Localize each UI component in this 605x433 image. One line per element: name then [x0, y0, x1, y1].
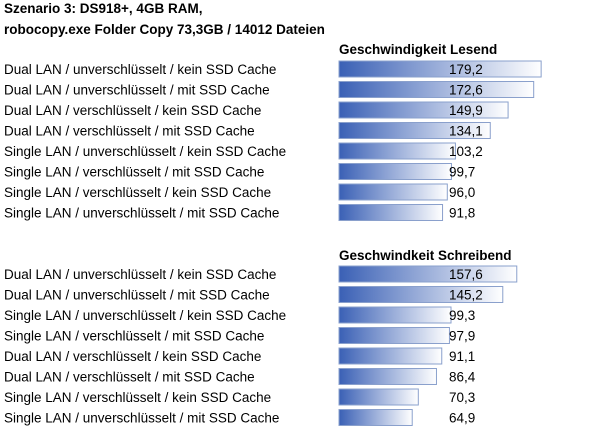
category-label: Single LAN / verschlüsselt / mit SSD Cac… [4, 329, 264, 344]
value-label: 91,8 [449, 206, 475, 221]
value-label: 157,6 [449, 267, 483, 282]
chart-title: Geschwindigkeit Lesend [339, 42, 497, 57]
category-label: Single LAN / verschlüsselt / kein SSD Ca… [4, 185, 271, 200]
value-label: 97,9 [449, 329, 475, 344]
category-label: Dual LAN / verschlüsselt / mit SSD Cache [4, 124, 255, 139]
bar [338, 81, 535, 98]
value-label: 134,1 [449, 124, 483, 139]
category-label: Dual LAN / verschlüsselt / kein SSD Cach… [4, 103, 261, 118]
bar [338, 286, 504, 303]
bar [338, 306, 452, 324]
bar [338, 60, 542, 78]
bar [338, 101, 509, 119]
value-label: 96,0 [449, 185, 475, 200]
category-label: Dual LAN / unverschlüsselt / mit SSD Cac… [4, 83, 270, 98]
category-label: Dual LAN / verschlüsselt / kein SSD Cach… [4, 349, 261, 364]
chart-1: Geschwindigkeit Lesend Dual LAN / unversc… [4, 42, 542, 221]
value-label: 64,9 [449, 411, 475, 426]
value-label: 172,6 [449, 83, 483, 98]
value-label: 91,1 [449, 349, 475, 364]
value-label: 86,4 [449, 370, 476, 385]
value-label: 99,3 [449, 308, 475, 323]
value-label: 103,2 [449, 144, 483, 159]
bar [338, 265, 518, 283]
category-label: Dual LAN / unverschlüsselt / mit SSD Cac… [4, 288, 270, 303]
value-label: 179,2 [449, 62, 483, 77]
category-label: Single LAN / verschlüsselt / kein SSD Ca… [4, 390, 271, 405]
value-label: 99,7 [449, 165, 475, 180]
category-label: Single LAN / verschlüsselt / mit SSD Cac… [4, 165, 264, 180]
bar [338, 122, 491, 139]
category-label: Dual LAN / unverschlüsselt / kein SSD Ca… [4, 267, 276, 282]
bar [338, 183, 448, 201]
category-label: Single LAN / unverschlüsselt / kein SSD … [4, 308, 286, 323]
category-label: Single LAN / unverschlüsselt / mit SSD C… [4, 411, 279, 426]
bar [338, 409, 413, 426]
value-label: 149,9 [449, 103, 483, 118]
chart-title: Geschwindkeit Schreibend [339, 248, 512, 263]
bar [338, 163, 452, 180]
bar [338, 327, 450, 344]
category-label: Dual LAN / unverschlüsselt / kein SSD Ca… [4, 62, 276, 77]
value-label: 145,2 [449, 288, 483, 303]
bar [338, 368, 437, 385]
value-label: 70,3 [449, 390, 475, 405]
category-label: Single LAN / unverschlüsselt / mit SSD C… [4, 206, 279, 221]
bar [338, 204, 444, 221]
category-label: Single LAN / unverschlüsselt / kein SSD … [4, 144, 286, 159]
chart-2: Geschwindkeit Schreibend Dual LAN / unver… [4, 248, 518, 426]
scenario-title: Szenario 3: DS918+, 4GB RAM, [4, 1, 203, 16]
bar [338, 347, 443, 365]
bar [338, 142, 456, 160]
bar [338, 388, 419, 406]
scenario-subtitle: robocopy.exe Folder Copy 73,3GB / 14012 … [4, 22, 325, 37]
category-label: Dual LAN / verschlüsselt / mit SSD Cache [4, 370, 255, 385]
